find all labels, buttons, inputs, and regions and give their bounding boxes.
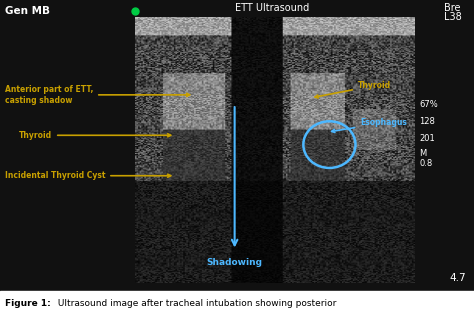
Text: 4.7: 4.7 [449,273,466,283]
Text: Anterior part of ETT,
casting shadow: Anterior part of ETT, casting shadow [5,85,190,104]
Text: Shadowing: Shadowing [207,258,263,267]
Text: Esophagus: Esophagus [332,118,407,132]
Text: 67%: 67% [419,100,438,109]
Text: Ultrasound image after tracheal intubation showing posterior: Ultrasound image after tracheal intubati… [55,299,336,308]
Text: M: M [419,150,427,158]
Text: Bre: Bre [445,3,461,13]
Text: L38: L38 [444,12,462,22]
Text: Incidental Thyroid Cyst: Incidental Thyroid Cyst [5,171,171,180]
Text: 201: 201 [419,134,435,143]
Text: Thyroid: Thyroid [315,81,391,98]
Text: Gen MB: Gen MB [5,6,50,16]
Text: 128: 128 [419,117,435,126]
Text: Figure 1:: Figure 1: [5,299,51,308]
Text: 0.8: 0.8 [419,159,433,168]
Text: ETT Ultrasound: ETT Ultrasound [236,3,310,13]
Bar [0,291,474,311]
Text: Thyroid: Thyroid [19,131,171,140]
